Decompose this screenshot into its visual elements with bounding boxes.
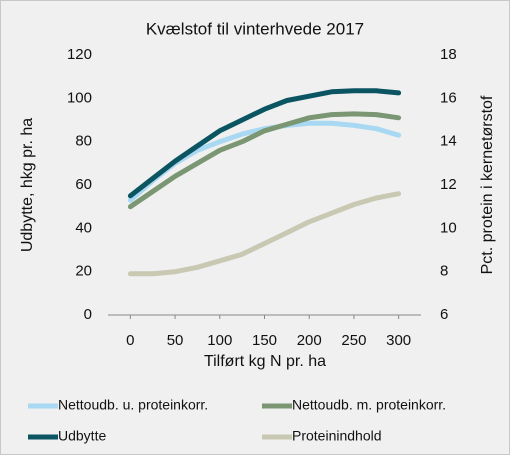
legend-label: Nettoudb. u. proteinkorr. <box>58 397 208 413</box>
legend-label: Proteinindhold <box>292 428 382 444</box>
x-tick-label: 300 <box>386 332 411 349</box>
y-tick-label: 0 <box>84 306 92 323</box>
x-tick-label: 200 <box>297 332 322 349</box>
series-line <box>127 191 402 277</box>
y2-tick-label: 8 <box>440 263 448 280</box>
x-tick-label: 100 <box>207 332 232 349</box>
y-tick-label: 60 <box>75 176 92 193</box>
x-tick-label: 50 <box>167 332 184 349</box>
y-axis-label: Udbytte, hkg pr. ha <box>19 118 36 252</box>
y-tick-label: 100 <box>67 89 92 106</box>
y2-tick-label: 12 <box>440 176 457 193</box>
y2-tick-label: 18 <box>440 46 457 63</box>
x-axis-label: Tilført kg N pr. ha <box>204 353 326 370</box>
x-tick-label: 0 <box>126 332 134 349</box>
x-tick-label: 250 <box>341 332 366 349</box>
y2-tick-label: 10 <box>440 219 457 236</box>
y-tick-label: 20 <box>75 263 92 280</box>
y2-tick-label: 14 <box>440 133 457 150</box>
y2-tick-label: 16 <box>440 89 457 106</box>
y-tick-label: 120 <box>67 46 92 63</box>
y-tick-label: 40 <box>75 219 92 236</box>
x-tick-label: 150 <box>252 332 277 349</box>
legend-label: Udbytte <box>58 428 106 444</box>
chart-title: Kvælstof til vinterhvede 2017 <box>146 19 364 38</box>
y2-axis-label: Pct. protein i kernetørstof <box>479 95 496 274</box>
series-line <box>127 111 402 210</box>
y2-tick-label: 6 <box>440 306 448 323</box>
legend-label: Nettoudb. m. proteinkorr. <box>292 397 446 413</box>
series-line <box>127 88 402 199</box>
y-tick-label: 80 <box>75 133 92 150</box>
